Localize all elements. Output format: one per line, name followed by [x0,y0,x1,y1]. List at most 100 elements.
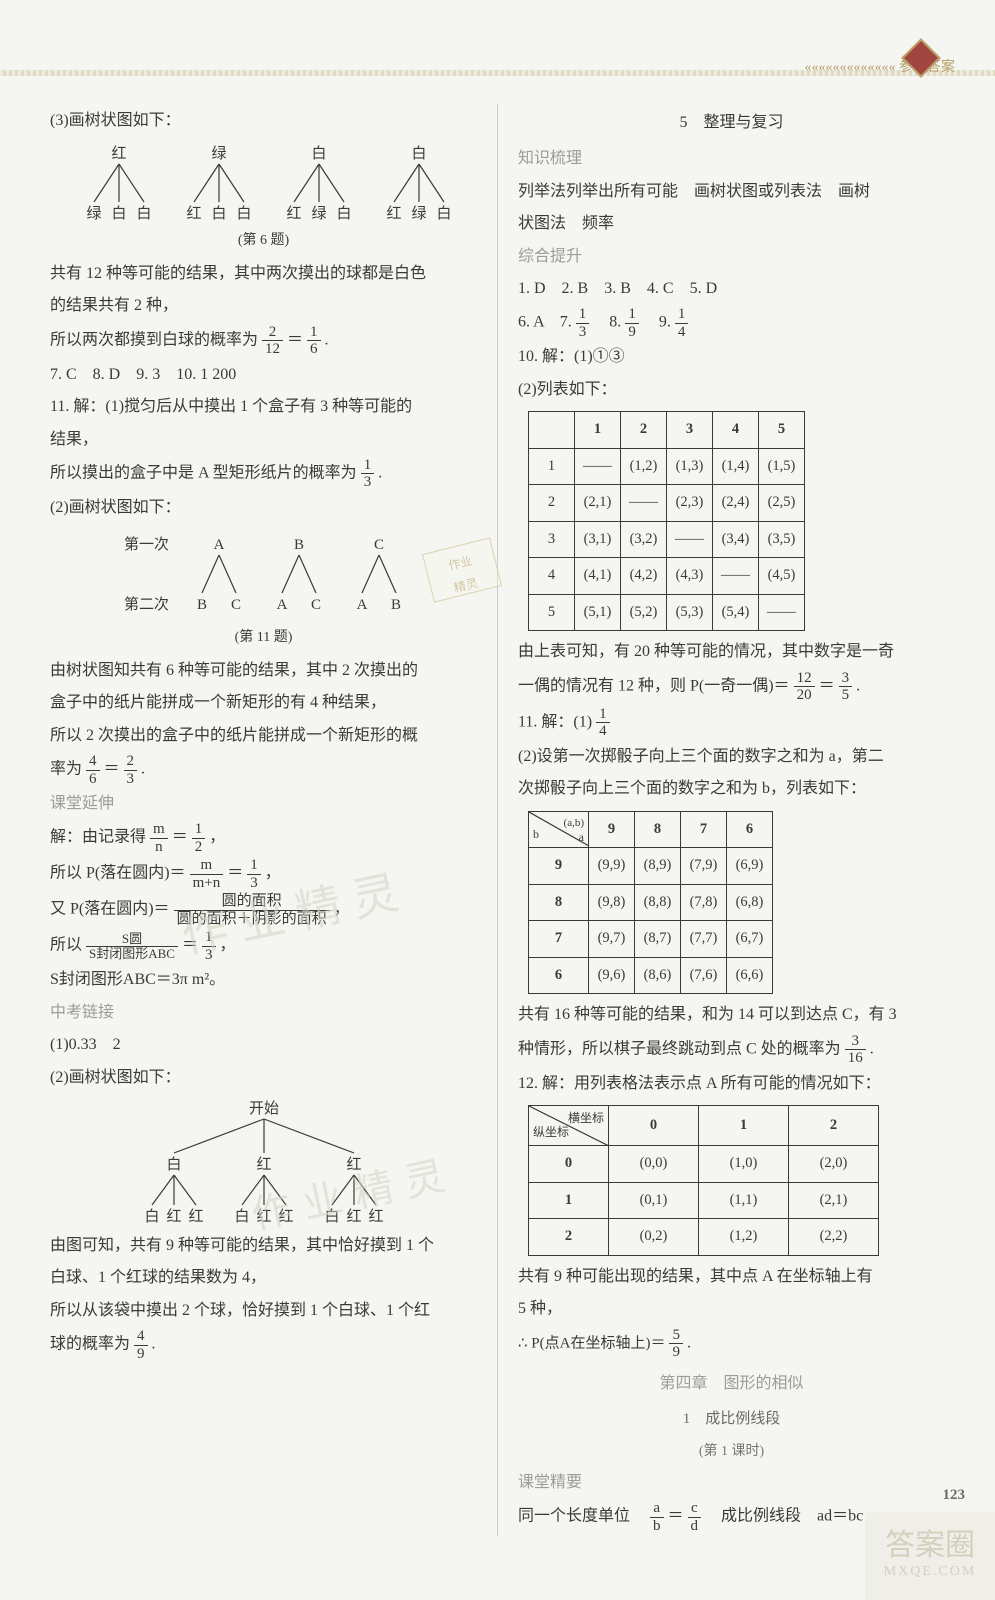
figure-caption: (第 11 题) [50,625,477,652]
fraction: 16 [307,324,321,358]
brand-top: 答案圈 [885,1529,975,1562]
fraction: mm+n [190,857,224,891]
table-q11: (a,b) a b 9876 9(9,9)(8,9)(7,9)(6,9) 8(9… [528,811,773,995]
fraction: 46 [86,753,100,787]
svg-text:绿: 绿 [411,205,426,222]
chapter-4-title: 第四章 图形的相似 [518,1369,945,1399]
tree-diagram-q6: 红 绿 白 白 绿 白 白 红 白 白 [50,140,477,255]
svg-text:红: 红 [286,205,301,222]
table-row: 横坐标 纵坐标 0 1 2 [529,1106,879,1146]
section-knowledge: 知识梳理 [518,144,945,174]
fraction: 14 [596,706,610,740]
svg-text:A: A [213,537,224,553]
text-line: 由树状图知共有 6 种等可能的结果，其中 2 次摸出的 [50,656,477,686]
text-line: 状图法 频率 [518,209,945,239]
fraction: 212 [262,324,283,358]
svg-text:C: C [373,537,383,553]
fraction: 13 [247,857,261,891]
table-q10: 1 2 3 4 5 1——(1,2)(1,3)(1,4)(1,5) 2(2,1)… [528,411,805,631]
section-title-5: 5 整理与复习 [518,108,945,138]
svg-text:绿: 绿 [311,205,326,222]
svg-text:红: 红 [256,1208,271,1225]
svg-text:白: 白 [211,205,226,222]
chapter-4-1-title: 1 成比例线段 [518,1405,945,1434]
text-line: 的结果共有 2 种， [50,291,477,321]
table-row: 4(4,1)(4,2)(4,3)——(4,5) [529,558,805,595]
svg-text:红: 红 [188,1208,203,1225]
text-line: 所以 2 次摸出的盒子中的纸片能拼成一个新矩形的概 [50,721,477,751]
text-line: 结果， [50,425,477,455]
svg-text:B: B [293,537,303,553]
text-line: 所以两次都摸到白球的概率为 212 ＝ 16 . [50,324,477,358]
table-row: (a,b) a b 9876 [529,811,773,848]
tree-diagram-last: 开始 白 红 红 白 红 红 白 红 红 白 红 红 作业精灵 [50,1097,477,1227]
text-line: S封闭图形ABC＝3π m²。 [50,965,477,995]
page-number: 123 [943,1487,966,1504]
svg-text:白: 白 [236,205,251,222]
text-line: (2)设第一次掷骰子向上三个面的数字之和为 a，第二 [518,742,945,772]
fraction: 12 [192,821,206,855]
fraction: 1220 [794,670,815,704]
text-line: 白球、1 个红球的结果数为 4， [50,1263,477,1293]
table-row: 6(9,6)(8,6)(7,6)(6,6) [529,957,773,994]
text-line: (3)画树状图如下： [50,106,477,136]
text-line: 所以 P(落在圆内)＝ mm+n ＝ 13 ， [50,857,477,891]
fraction: S圆S封闭图形ABC [86,932,178,962]
svg-text:白: 白 [436,205,451,222]
text-line: 11. 解：(1) 14 [518,706,945,740]
text-line: 5 种， [518,1294,945,1324]
svg-text:绿: 绿 [86,205,101,222]
corner-brand: 答案圈 MXQE.COM [865,1512,995,1600]
text-line: 11. 解：(1)搅匀后从中摸出 1 个盒子有 3 种等可能的 [50,392,477,422]
svg-text:B: B [196,597,206,613]
fraction: 316 [845,1033,866,1067]
text-line: 盒子中的纸片能拼成一个新矩形的有 4 种结果， [50,688,477,718]
text-line: 共有 9 种可能出现的结果，其中点 A 在坐标轴上有 [518,1262,945,1292]
fraction: 圆的面积圆的面积＋阴影的面积 [174,893,330,927]
text-line: 列举法列举出所有可能 画树状图或列表法 画树 [518,177,945,207]
section-ext: 课堂延伸 [50,789,477,819]
left-column: (3)画树状图如下： 红 绿 白 白 绿 [50,104,497,1536]
text-line: 1. D 2. B 3. B 4. C 5. D [518,274,945,304]
svg-text:白: 白 [144,1208,159,1225]
stamp-watermark: 作业精灵 [422,538,502,603]
text-line: 6. A 7. 13 8. 19 9. 14 [518,306,945,340]
diag-header-cell: (a,b) a b [529,811,589,848]
text-line: (1)0.33 2 [50,1030,477,1060]
svg-text:A: A [356,597,367,613]
svg-text:白: 白 [234,1208,249,1225]
figure-caption: (第 6 题) [50,228,477,255]
svg-text:第二次: 第二次 [124,595,169,613]
table-row: 2(2,1)——(2,3)(2,4)(2,5) [529,485,805,522]
text-line: 7. C 8. D 9. 3 10. 1 200 [50,360,477,390]
fraction: 13 [361,457,375,491]
section-classroom: 课堂精要 [518,1468,945,1498]
fraction: 49 [134,1328,148,1362]
text-line: 所以 S圆S封闭图形ABC ＝ 13 ， [50,929,477,963]
brand-bot: MXQE.COM [865,1564,995,1580]
text-line: 由上表可知，有 20 种等可能的情况，其中数字是一奇 [518,637,945,667]
tree-diagram-q11: 第一次 A B C 第二次 B C A C A B (第 11 题) 作业精灵 [50,527,477,652]
svg-text:开始: 开始 [248,1100,278,1117]
text-line: 所以从该袋中摸出 2 个球，恰好摸到 1 个白球、1 个红 [50,1296,477,1326]
svg-text:红: 红 [256,1156,271,1173]
text-line: 球的概率为 49 . [50,1328,477,1362]
text-line: 率为 46 ＝ 23 . [50,753,477,787]
svg-text:第一次: 第一次 [124,535,169,553]
svg-text:C: C [230,597,240,613]
fraction: 59 [669,1327,683,1361]
svg-text:白: 白 [324,1208,339,1225]
table-row: 5(5,1)(5,2)(5,3)(5,4)—— [529,594,805,631]
text-line: (2)画树状图如下： [50,493,477,523]
fraction: 13 [202,929,216,963]
svg-text:红: 红 [111,145,126,162]
text-line: 10. 解：(1)①③ [518,342,945,372]
svg-text:白: 白 [166,1156,181,1173]
lesson-1-label: (第 1 课时) [518,1439,945,1466]
diag-header-cell: 横坐标 纵坐标 [529,1106,609,1146]
text-line: 共有 16 种等可能的结果，和为 14 可以到达点 C，有 3 [518,1000,945,1030]
text-line: (2)列表如下： [518,375,945,405]
fraction: cd [688,1500,702,1534]
svg-text:红: 红 [368,1208,383,1225]
svg-text:B: B [390,597,400,613]
